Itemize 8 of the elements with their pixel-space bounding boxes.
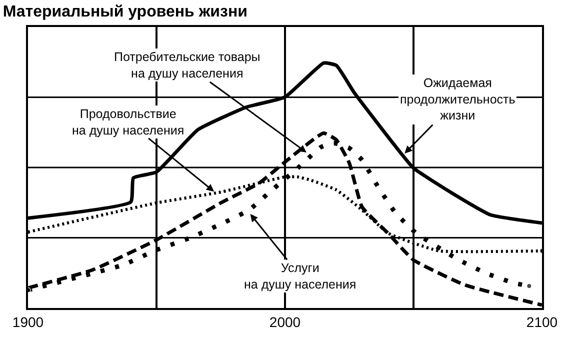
annotation: Продовольствие на душу населения <box>72 107 184 138</box>
annotation: Потребительские товары на душу населения <box>114 50 260 80</box>
x-tick-label: 2100 <box>526 314 558 330</box>
x-tick-label: 1900 <box>12 314 44 330</box>
annotation: Услуги на душу населения <box>244 261 356 292</box>
annotation: Ожидаемая продолжительность жизни <box>400 76 516 122</box>
chart-title: Материальный уровень жизни <box>2 3 248 20</box>
x-tick-label: 2000 <box>269 314 301 330</box>
